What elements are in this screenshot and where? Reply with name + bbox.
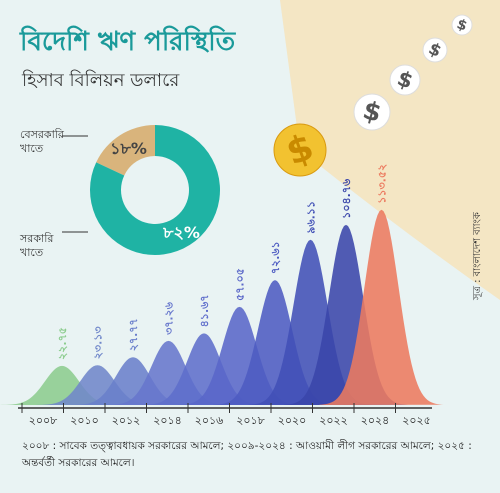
bell	[106, 340, 231, 405]
bell	[35, 365, 160, 405]
coin	[422, 37, 448, 63]
x-tick-label: ২০১৪	[153, 414, 182, 427]
footnote: ২০০৮ : সাবেক তত্ত্বাবধায়ক সরকারের আমলে;…	[22, 440, 472, 469]
pie-value-label: ৮২%	[162, 223, 200, 242]
pie-label: বেসরকারি খাতে	[20, 128, 64, 155]
x-tick-label: ২০২৫	[402, 414, 431, 427]
coin	[273, 123, 327, 177]
bell	[177, 306, 302, 405]
x-tick-label: ২০১৮	[236, 414, 265, 427]
x-tick-label: ২০০৮	[29, 414, 58, 427]
bell	[248, 239, 373, 405]
x-tick-label: ২০২২	[319, 414, 348, 427]
bell	[71, 357, 195, 405]
bell	[142, 333, 266, 405]
value-label: ২২.৭৫	[56, 327, 69, 360]
x-tick-label: ২০১৬	[195, 414, 224, 427]
coin	[451, 14, 473, 36]
value-label: ৭২.৬১	[269, 241, 282, 274]
value-label: ২৩.১৩	[92, 326, 105, 359]
bell	[213, 280, 337, 405]
value-label: ২৭.৭৭	[127, 318, 140, 351]
bell	[319, 209, 444, 405]
value-label: ৫৭.০৫	[234, 268, 247, 301]
x-tick-label: ২০২৪	[361, 414, 390, 427]
value-label: ৪১.৬৭	[198, 295, 211, 328]
source: সূত্র : বাংলাদেশ ব্যাংক	[472, 211, 483, 301]
x-tick-label: ২০১০	[70, 414, 99, 427]
coin	[353, 93, 391, 131]
value-label: ১০৪.৭৬	[340, 178, 353, 219]
x-tick-label: ২০২০	[278, 414, 307, 427]
light-beam	[280, 0, 500, 300]
value-label: ১১৩.৫২	[376, 164, 389, 204]
bell	[0, 365, 124, 405]
x-tick-label: ২০১২	[112, 414, 141, 427]
title: বিদেশি ঋণ পরিস্থিতি	[19, 25, 237, 57]
value-label: ৩৭.২৬	[163, 301, 176, 335]
pie-value-label: ১৮%	[110, 139, 147, 158]
pie-slice	[96, 125, 155, 176]
pie-label: সরকারি খাতে	[20, 232, 54, 259]
pie-slice	[90, 125, 221, 255]
value-label: ৯৬.১১	[305, 201, 318, 234]
subtitle: হিসাব বিলিয়ন ডলারে	[21, 70, 180, 91]
coin	[389, 64, 421, 96]
bell	[284, 224, 408, 405]
